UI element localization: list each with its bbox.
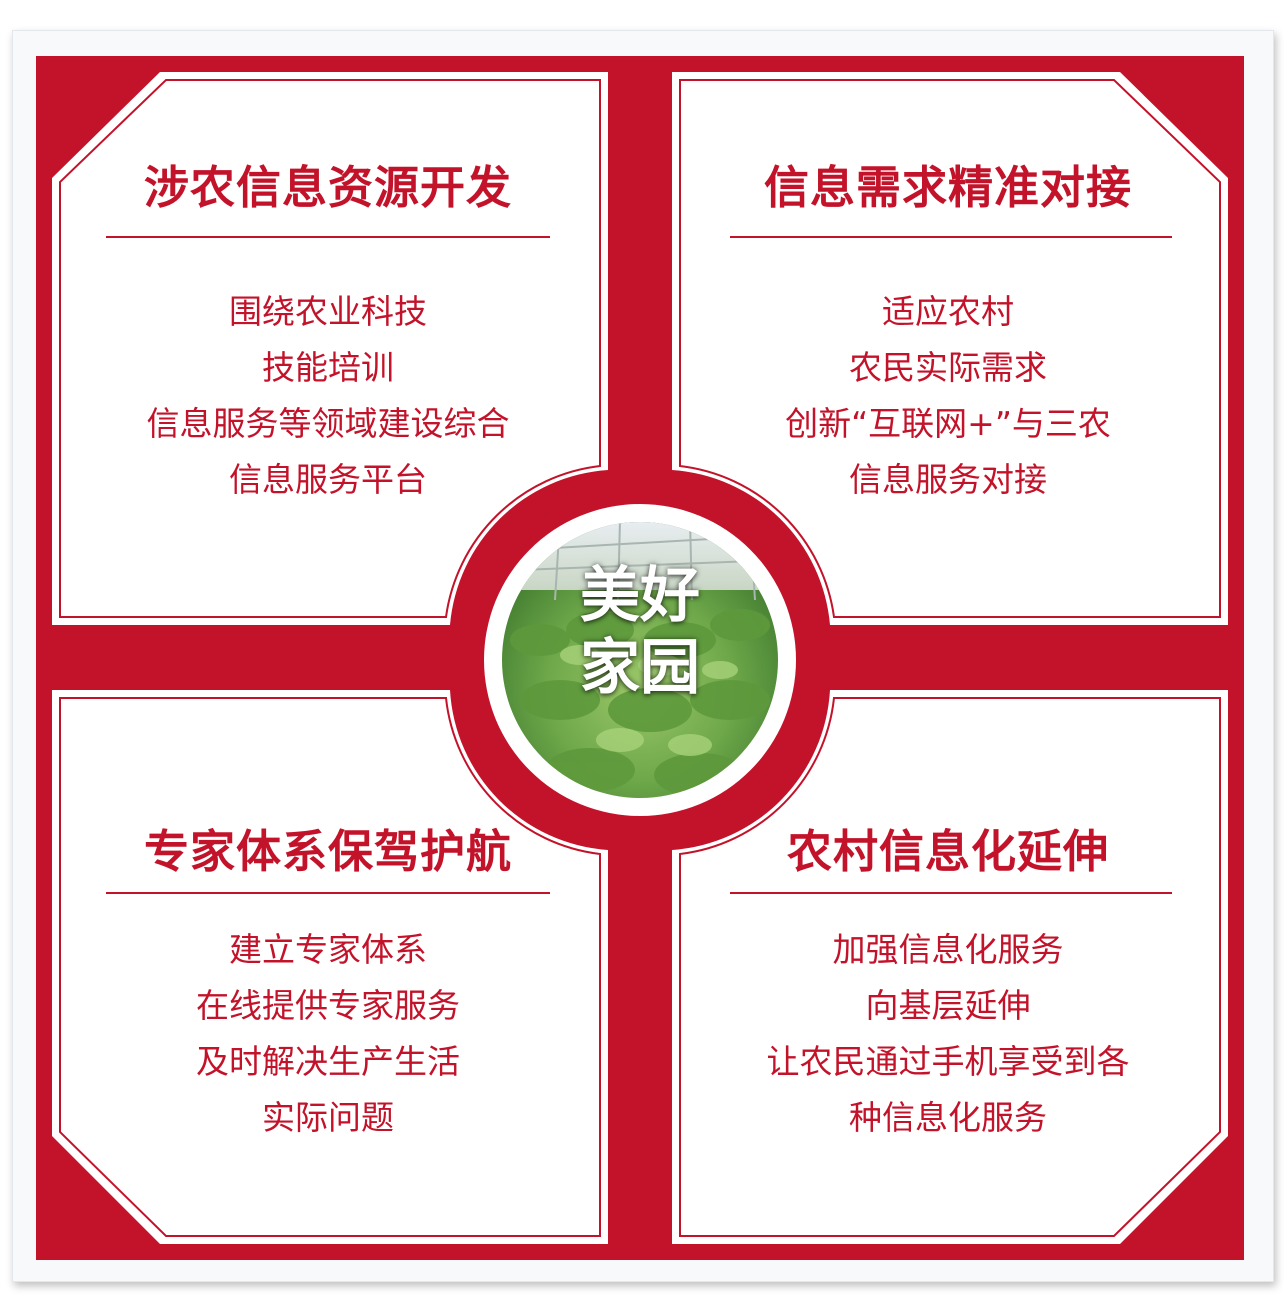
panel-outline-top-left bbox=[59, 79, 601, 618]
quadrant-line: 信息服务平台 bbox=[229, 460, 427, 499]
center-label: 美好 家园 bbox=[520, 560, 760, 704]
quadrant-title: 专家体系保驾护航 bbox=[143, 825, 512, 878]
panel-outline-top-right bbox=[679, 79, 1221, 618]
quadrant-line: 建立专家体系 bbox=[229, 930, 427, 969]
quadrant-line: 农民实际需求 bbox=[849, 348, 1047, 387]
quadrant-line: 创新“互联网+”与三农 bbox=[785, 404, 1111, 443]
quadrant-line: 在线提供专家服务 bbox=[196, 986, 460, 1025]
quadrant-line: 让农民通过手机享受到各 bbox=[766, 1042, 1130, 1081]
quadrant-line: 及时解决生产生活 bbox=[196, 1042, 460, 1081]
quadrant-line: 信息服务对接 bbox=[849, 460, 1047, 499]
quadrant-line: 种信息化服务 bbox=[849, 1098, 1047, 1137]
quadrant-line: 适应农村 bbox=[882, 292, 1014, 331]
center-label-line1: 美好 bbox=[580, 561, 700, 631]
quadrant-line: 围绕农业科技 bbox=[229, 292, 427, 331]
quadrant-line: 技能培训 bbox=[262, 348, 394, 387]
panel-bottom-left bbox=[52, 690, 608, 1244]
quadrant-title: 农村信息化延伸 bbox=[786, 825, 1109, 878]
panel-outline-bottom-right bbox=[679, 697, 1221, 1237]
center-label-line2: 家园 bbox=[580, 633, 700, 703]
quadrant-line: 加强信息化服务 bbox=[832, 930, 1064, 969]
quadrant-title: 涉农信息资源开发 bbox=[143, 161, 512, 214]
panel-outline-bottom-left bbox=[59, 697, 601, 1237]
panel-top-left bbox=[52, 72, 608, 625]
quadrant-line: 向基层延伸 bbox=[865, 986, 1031, 1025]
panel-top-right bbox=[672, 72, 1228, 625]
quadrant-title: 信息需求精准对接 bbox=[763, 161, 1132, 214]
quadrant-line: 信息服务等领域建设综合 bbox=[146, 404, 510, 443]
panel-bottom-right bbox=[672, 690, 1228, 1244]
quadrant-line: 实际问题 bbox=[262, 1098, 394, 1137]
